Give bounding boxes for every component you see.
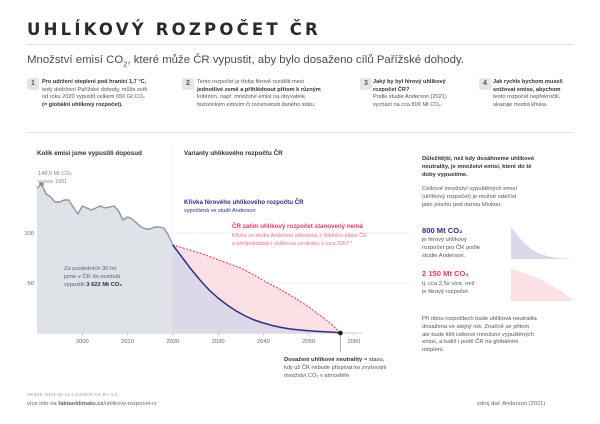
y-tick-label: 50 [28, 281, 34, 287]
x-tick-label: 2030 [212, 339, 225, 345]
blue-curve-title: Křivka férového uhlíkového rozpočtu ČR [184, 199, 304, 206]
red-curve-sub1: Křivka ze studie Anderson odvozená z vlá… [232, 232, 367, 239]
step-1-badge: 1 [27, 78, 39, 90]
blue-curve-sub: vypočtená ve studii Anderson [184, 208, 256, 214]
title-divider [27, 44, 573, 45]
axis-ticks: 50 100 2000 2010 2020 2030 2040 2050 2060 [24, 231, 360, 345]
step-1-text: Pro udržení oteplení pod hranicí 1,7 °C,… [42, 79, 148, 108]
past-heading: Kolik emisí jsme vypustili doposud [37, 150, 142, 157]
current-budget-text: tj. cca 2,5x více, než je férový rozpočet… [422, 281, 475, 295]
step-3-badge: 3 [360, 78, 372, 90]
side-explain: Celkové množství vypuštěných emisí (uhlík… [422, 186, 518, 208]
past-total-line2: jsme v ČR do ovzduší [63, 273, 121, 280]
neutrality-line3: množství CO₂ v atmosféře [284, 373, 349, 379]
x-tick-label: 2000 [76, 339, 89, 345]
fair-budget-text: je férový uhlíkový rozpočet pro ČR podle s… [422, 237, 481, 259]
side-conclusion: Při obou rozpočtech bude uhlíková neutra… [422, 316, 537, 354]
page-title: UHLÍKOVÝ ROZPOČET ČR [27, 20, 321, 39]
y-tick-label: 100 [24, 231, 34, 237]
x-tick-label: 2040 [257, 339, 270, 345]
x-tick-label: 2010 [121, 339, 134, 345]
blue-area-thumbnail [511, 226, 573, 259]
peak-value: 148,9 Mt CO₂ [38, 171, 72, 177]
data-source: zdroj dat: Anderson (2021) [477, 401, 546, 407]
red-curve-title: ČR zatím uhlíkový rozpočet stanovený nem… [232, 223, 364, 230]
version-label: VERZE 2023-01-13 LICENCE CC BY 4.0 [27, 392, 118, 397]
neutrality-line2: kdy už ČR nebude přispívat ke zvyšování [284, 364, 387, 371]
step-4-text: Jak rychle bychom museli snižovat emise, … [493, 79, 563, 108]
neutrality-marker [337, 330, 343, 336]
chart-lines [36, 183, 341, 334]
side-intro: Důležitější, než kdy dosáhneme uhlíkové n… [422, 156, 535, 178]
red-curve-sub2: a předpokládající uhlíkovou neutralitu v… [232, 241, 352, 247]
x-tick-label: 2020 [166, 339, 179, 345]
red-area-thumbnail [511, 268, 573, 301]
page-subtitle: Množství emisí CO2, které může ČR vypust… [27, 54, 464, 69]
neutrality-line1: Dosažení uhlíkové neutrality = stavu, [284, 357, 385, 363]
step-3-text: Jaký by byl férový uhlíkový rozpočet ČR? P… [373, 79, 447, 108]
peak-marker [39, 181, 44, 187]
section-divider [27, 132, 573, 133]
x-tick-label: 2060 [347, 339, 360, 345]
current-budget-value: 2 150 Mt CO₂ [422, 269, 469, 278]
step-2-badge: 2 [182, 78, 194, 90]
x-tick-label: 2050 [302, 339, 315, 345]
step-4-badge: 4 [479, 78, 491, 90]
past-total-line1: Za posledních 30 let [64, 266, 117, 272]
step-2-text: Tento rozpočet je třeba férově rozdělit … [197, 79, 321, 108]
historical-area [37, 184, 173, 333]
fair-budget-line [172, 244, 341, 334]
fair-budget-value: 800 Mt CO₂ [422, 226, 463, 235]
current-budget-line [172, 244, 341, 334]
historical-line [36, 183, 174, 246]
info-link[interactable]: více info na faktaoklimatu.cz/uhlikovy-r… [27, 401, 157, 407]
chart-areas [37, 184, 341, 333]
future-heading: Varianty uhlíkového rozpočtu ČR [184, 148, 283, 157]
past-total-line3: vypustili 3 622 Mt CO₂ [64, 282, 122, 288]
peak-year: v roce 1991 [38, 179, 67, 185]
fair-budget-area [172, 245, 341, 333]
